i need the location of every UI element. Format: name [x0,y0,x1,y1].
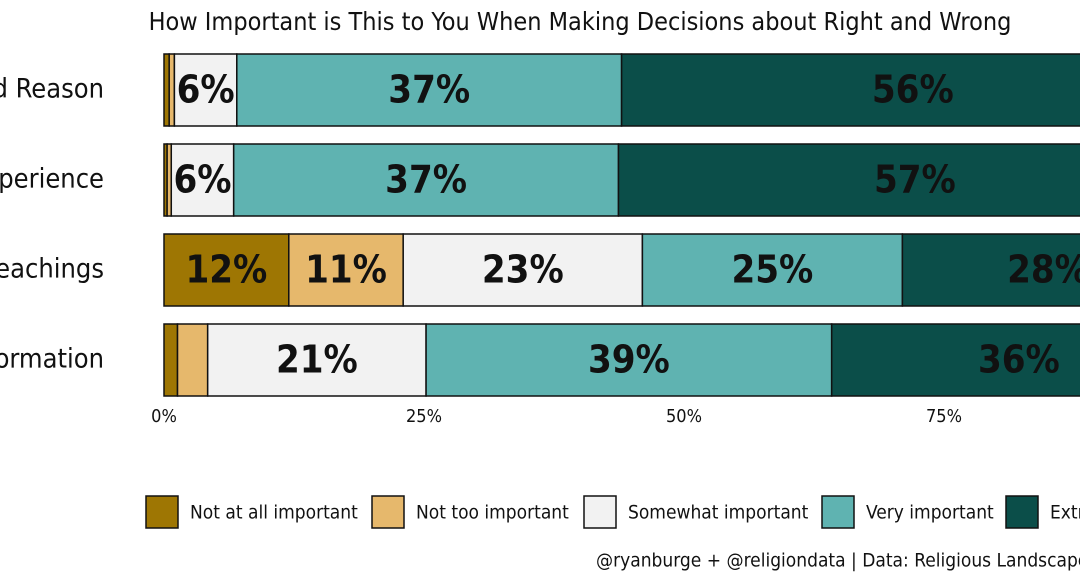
bar-segment [232,143,620,217]
value-label: 37% [385,158,467,202]
bar-segment [173,53,238,127]
bar-segment [163,323,179,397]
category-label: perience [0,164,104,195]
bar-segment [288,233,404,307]
category-label: eachings [0,254,104,285]
x-tick-label: 25% [406,406,442,427]
bar-segment [170,143,235,217]
bar-segment [163,53,170,127]
bar-segment [830,323,1080,397]
legend-label: Very important [866,502,994,524]
category-label: d Reason [0,74,104,105]
bar-segment [168,53,176,127]
legend-swatch [371,495,405,529]
value-label: 21% [276,338,358,382]
bar-segment [176,323,209,397]
bar-segment [236,53,623,127]
value-label: 39% [588,338,670,382]
chart-title: How Important is This to You When Making… [149,7,1012,36]
x-tick-label: 0% [151,406,177,427]
legend-swatch [583,495,617,529]
bar-segment [402,233,644,307]
value-label: 6% [173,158,231,202]
bar-segment [163,233,290,307]
bar-segment [641,233,904,307]
bar-segment [206,323,427,397]
value-label: 25% [731,248,813,292]
bar-segment [901,233,1080,307]
legend-label: Not at all important [190,502,358,524]
bar-segment [425,323,833,397]
value-label: 12% [185,248,267,292]
value-label: 6% [177,68,235,112]
value-label: 57% [874,158,956,202]
legend-label: Extr [1050,502,1080,524]
value-label: 56% [872,68,954,112]
caption: @ryanburge + @religiondata | Data: Relig… [596,550,1080,572]
legend-swatch [1005,495,1039,529]
value-label: 36% [978,338,1060,382]
bar-segment [617,143,1080,217]
x-tick-label: 75% [926,406,962,427]
category-label: ormation [0,344,104,375]
value-label: 23% [482,248,564,292]
value-label: 28% [1007,248,1080,292]
value-label: 11% [305,248,387,292]
legend-swatch [821,495,855,529]
value-label: 37% [388,68,470,112]
legend-label: Not too important [416,502,569,524]
legend-label: Somewhat important [628,502,809,524]
legend-swatch [145,495,179,529]
x-tick-label: 50% [666,406,702,427]
bar-segment [620,53,1080,127]
